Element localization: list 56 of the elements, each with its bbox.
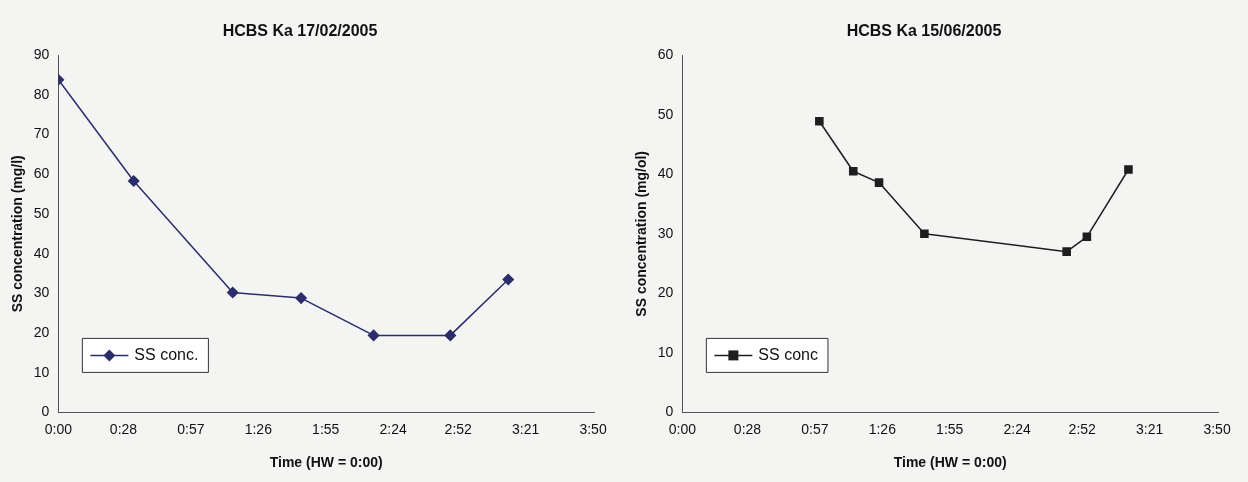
- point: [874, 178, 884, 187]
- x-axis-title: Time (HW = 0:00): [269, 454, 383, 471]
- legend-label: SS conc: [758, 345, 818, 363]
- point: [1082, 232, 1092, 242]
- x-tick-label: 3:21: [1136, 420, 1164, 437]
- chart-title: HCBS Ka 15/06/2005: [846, 22, 1002, 40]
- y-tick-label: 40: [33, 244, 50, 261]
- y-tick-label: 30: [657, 224, 674, 241]
- x-tick-label: 0:57: [177, 420, 205, 437]
- y-tick-label: 80: [33, 85, 50, 102]
- x-tick-label: 0:00: [44, 420, 73, 437]
- x-tick-label: 3:21: [512, 420, 540, 437]
- y-tick-label: 60: [33, 165, 50, 182]
- y-axis-title: SS concentration (mg/ol): [633, 150, 650, 317]
- x-tick-label: 0:28: [733, 420, 762, 437]
- point: [444, 329, 457, 342]
- x-tick-label: 2:24: [379, 420, 407, 437]
- x-tick-label: 3:50: [1203, 420, 1231, 437]
- y-tick-label: 20: [657, 284, 674, 301]
- x-tick-label: 1:55: [936, 420, 964, 437]
- x-tick-label: 1:26: [244, 420, 273, 437]
- x-tick-label: 0:57: [801, 420, 829, 437]
- y-tick-label: 0: [665, 403, 674, 420]
- point: [815, 117, 824, 126]
- point: [127, 175, 140, 187]
- y-tick-label: 90: [33, 46, 50, 63]
- y-tick-label: 30: [33, 284, 50, 301]
- point: [848, 167, 858, 176]
- x-tick-label: 1:55: [312, 420, 340, 437]
- y-tick-label: 50: [657, 105, 674, 122]
- chart-title: HCBS Ka 17/02/2005: [222, 22, 378, 40]
- x-tick-label: 3:50: [579, 420, 607, 437]
- point: [920, 229, 929, 239]
- y-tick-label: 20: [33, 323, 50, 340]
- point: [226, 286, 239, 299]
- x-tick-label: 1:26: [868, 420, 897, 437]
- y-tick-label: 40: [657, 165, 674, 182]
- point: [1124, 165, 1133, 174]
- x-tick-label: 2:52: [444, 420, 473, 437]
- y-axis-title: SS concentration (mg/l): [9, 155, 26, 313]
- point: [502, 273, 514, 286]
- x-tick-label: 0:00: [668, 420, 697, 437]
- point: [367, 329, 380, 342]
- y-tick-label: 0: [41, 403, 50, 420]
- y-tick-label: 50: [33, 204, 50, 221]
- point: [295, 292, 307, 304]
- legend-label: SS conc.: [134, 345, 199, 363]
- y-tick-label: 70: [33, 125, 50, 142]
- x-axis-title: Time (HW = 0:00): [893, 454, 1007, 471]
- x-tick-label: 0:28: [109, 420, 138, 437]
- y-tick-label: 60: [657, 46, 674, 63]
- point: [1062, 247, 1071, 256]
- x-tick-label: 2:24: [1003, 420, 1031, 437]
- y-tick-label: 10: [657, 343, 674, 360]
- x-tick-label: 2:52: [1068, 420, 1097, 437]
- y-tick-label: 10: [33, 363, 50, 380]
